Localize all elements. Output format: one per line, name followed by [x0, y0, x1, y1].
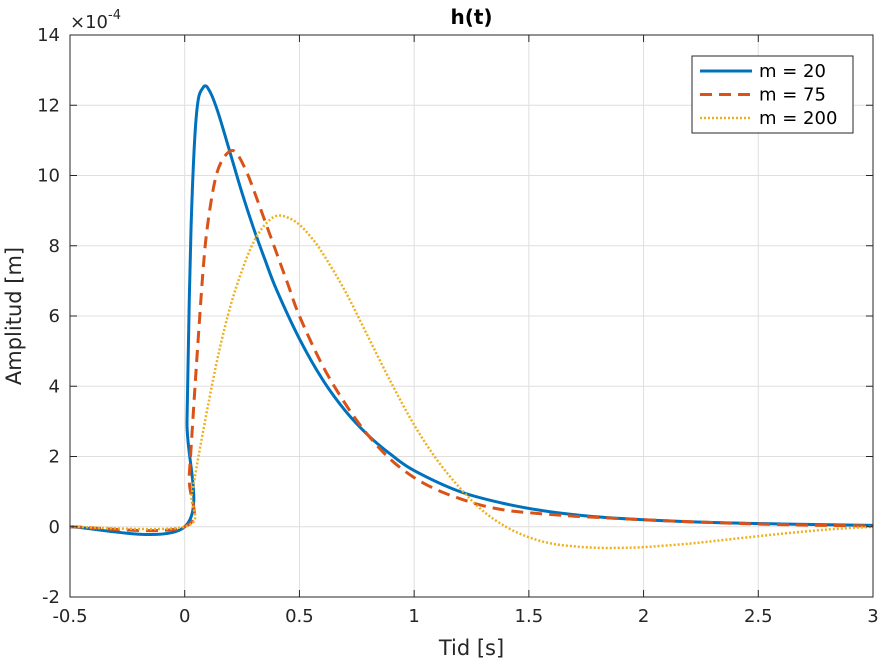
- y-tick-label: 8: [49, 236, 60, 257]
- x-tick-label: -0.5: [52, 606, 87, 627]
- y-axis-exponent-base: ×10: [70, 12, 108, 33]
- x-tick-label: 1: [408, 606, 419, 627]
- x-tick-label: 1.5: [515, 606, 544, 627]
- x-tick-label: 0: [179, 606, 190, 627]
- x-tick-label: 3: [867, 606, 878, 627]
- series-line-2: [69, 148, 874, 533]
- ticks-group: [69, 34, 874, 598]
- series-line-1: [69, 84, 874, 537]
- y-tick-label: 2: [49, 447, 60, 468]
- legend-entry-1: m = 20: [759, 61, 826, 82]
- x-tick-labels: -0.5 0 0.5 1 1.5 2 2.5 3: [52, 606, 878, 627]
- y-tick-label: -2: [42, 587, 60, 608]
- legend-entry-2: m = 75: [759, 85, 826, 106]
- y-tick-label: 6: [49, 306, 60, 327]
- y-axis-label: Amplitud [m]: [2, 247, 26, 385]
- series-line-3: [69, 214, 874, 550]
- legend: m = 20 m = 75m = 200: [691, 55, 854, 134]
- x-axis-label: Tid [s]: [438, 636, 504, 660]
- x-tick-label: 2: [638, 606, 649, 627]
- y-tick-label: 4: [49, 376, 60, 397]
- y-tick-label: 0: [49, 517, 60, 538]
- y-tick-labels: -2 0 2 4 6 8 10 12 14: [37, 25, 60, 608]
- x-tick-label: 0.5: [285, 606, 314, 627]
- series-group: [69, 84, 874, 550]
- y-axis-exponent-power: -4: [108, 8, 121, 23]
- legend-entry-3: m = 200: [759, 108, 837, 129]
- legend-box: [691, 55, 854, 134]
- chart-title: h(t): [450, 5, 492, 29]
- x-tick-label: 2.5: [744, 606, 773, 627]
- y-tick-label: 10: [37, 166, 60, 187]
- y-axis-exponent: ×10-4: [70, 8, 121, 33]
- y-tick-label: 12: [37, 95, 60, 116]
- y-tick-label: 14: [37, 25, 60, 46]
